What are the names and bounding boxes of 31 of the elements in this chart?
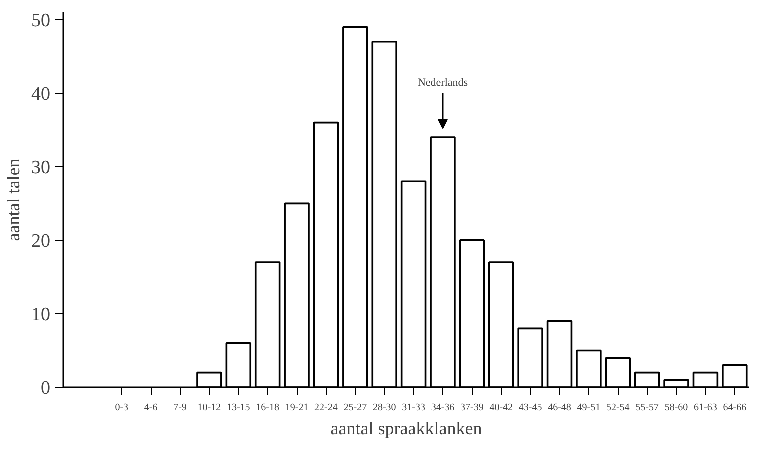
y-tick-label: 40 (32, 84, 50, 105)
x-tick-label: 43-45 (518, 402, 542, 414)
x-tick-label: 34-36 (431, 402, 455, 414)
x-tick-label: 16-18 (256, 402, 280, 414)
x-axis-title: aantal spraakklanken (330, 418, 482, 438)
x-tick-label: 22-24 (314, 402, 338, 414)
y-tick-label: 50 (32, 10, 50, 32)
x-tick-label: 13-15 (226, 402, 250, 414)
x-tick-label: 37-39 (460, 402, 484, 414)
x-tick-label: 58-60 (664, 402, 688, 414)
y-tick-label: 30 (32, 157, 50, 178)
x-tick-label: 0-3 (115, 402, 129, 414)
x-tick-label: 49-51 (577, 402, 601, 414)
x-tick-label: 31-33 (402, 402, 426, 414)
x-tick-label: 7-9 (174, 402, 187, 414)
x-tick-label: 25-27 (344, 402, 368, 414)
x-tick-label: 4-6 (144, 402, 158, 414)
x-tick-label: 52-54 (606, 402, 630, 414)
y-tick-label: 0 (41, 378, 50, 399)
x-tick-label: 61-63 (694, 402, 718, 414)
annotation: Nederlands (418, 76, 468, 89)
x-tick-label: 19-21 (285, 402, 309, 414)
y-axis-title: aantal talen (4, 158, 24, 242)
y-tick-label: 10 (32, 304, 50, 326)
x-tick-label: 28-30 (372, 402, 396, 414)
x-tick-label: 46-48 (548, 402, 572, 414)
y-tick-label: 20 (32, 230, 50, 252)
x-tick-label: 40-42 (490, 402, 514, 414)
x-tick-label: 10-12 (198, 402, 222, 414)
x-tick-label: 55-57 (636, 402, 660, 414)
x-tick-label: 64-66 (723, 402, 747, 414)
